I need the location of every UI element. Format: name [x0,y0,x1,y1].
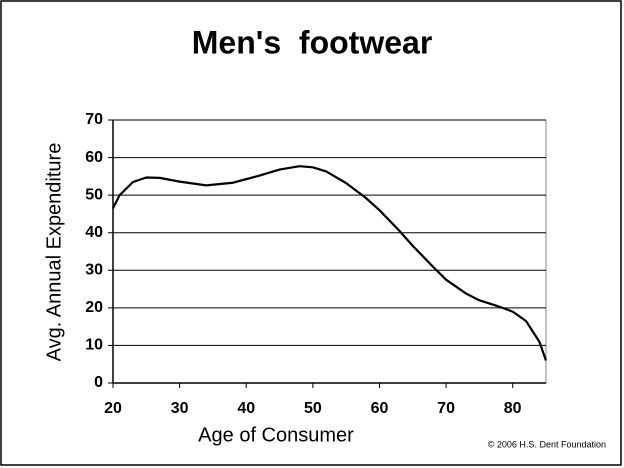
x-tick-label: 60 [371,400,389,417]
plot-area [112,119,547,384]
x-tick-label: 70 [437,400,455,417]
y-tick-label: 0 [94,374,103,391]
data-line [112,165,548,361]
y-axis-label: Avg. Annual Expenditure [43,143,65,362]
x-tick-label: 20 [104,400,122,417]
y-tick-label: 20 [85,299,103,316]
x-tick-label: 80 [504,400,522,417]
y-tick-label: 10 [85,337,103,354]
footnote: © 2006 H.S. Dent Foundation [488,439,606,449]
x-tick-label: 50 [304,400,322,417]
x-axis-label: Age of Consumer [198,424,354,446]
y-tick-label: 70 [85,111,103,128]
y-tick-label: 50 [85,186,103,203]
y-tick-label: 40 [85,224,103,241]
x-tick-label: 40 [237,400,255,417]
chart-title: Men's footwear [192,24,433,60]
x-tick-label: 30 [171,400,189,417]
y-tick-label: 60 [85,149,103,166]
y-tick-label: 30 [85,262,103,279]
